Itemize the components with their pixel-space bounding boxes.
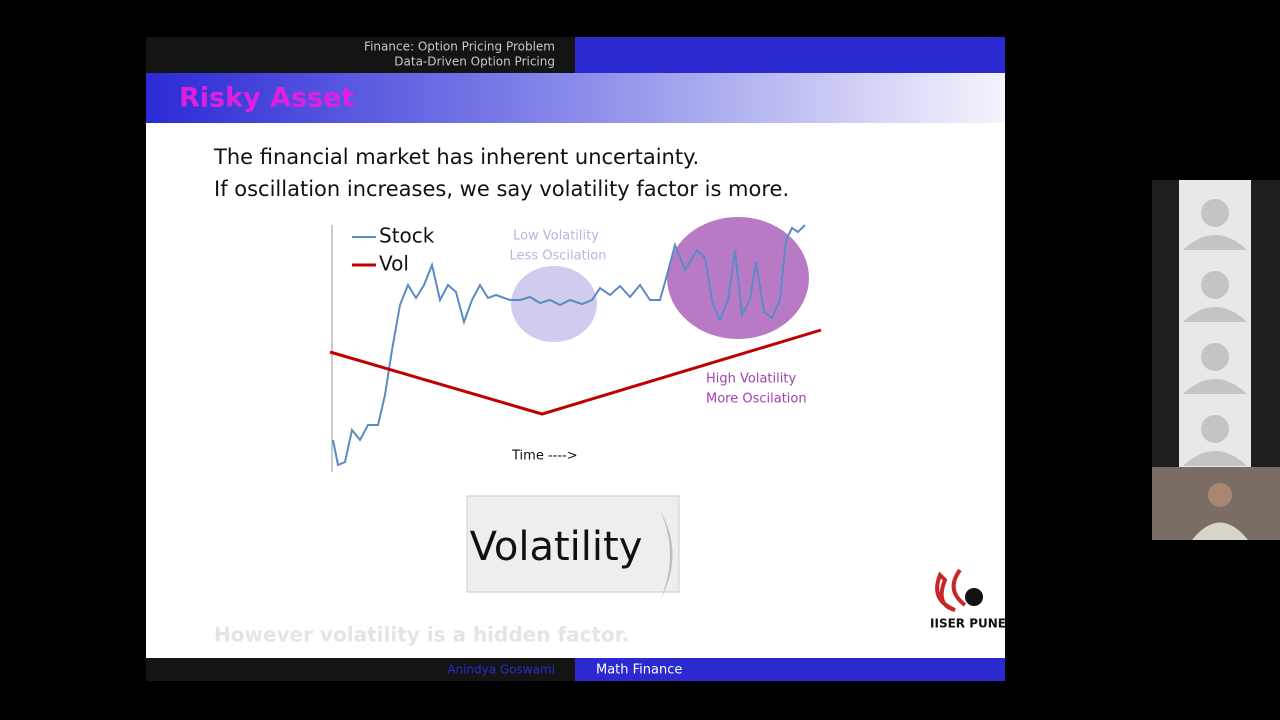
header-right <box>575 37 1005 73</box>
x-label: Time ----> <box>511 449 578 464</box>
logo-dot <box>965 588 983 606</box>
footer-right <box>575 658 1005 681</box>
vol-line <box>329 328 822 416</box>
annotation: High Volatility <box>706 372 796 387</box>
body-line: The financial market has inherent uncert… <box>213 145 699 169</box>
speaker <box>1208 483 1232 507</box>
avatar <box>1201 271 1229 299</box>
banner-text: Volatility <box>470 524 643 570</box>
speaker <box>1192 522 1248 540</box>
logo-mark <box>935 568 967 612</box>
avatar <box>1201 199 1229 227</box>
legend-entry: Vol <box>379 252 409 276</box>
footer-course: Math Finance <box>596 663 682 678</box>
legend-entry: Stock <box>379 224 435 248</box>
header-subsection: Data-Driven Option Pricing <box>394 55 555 69</box>
hidden-line: However volatility is a hidden factor. <box>214 623 629 647</box>
footer-left <box>146 658 575 681</box>
avatar <box>1201 415 1229 443</box>
logo-text: IISER PUNE <box>930 617 1006 631</box>
low-vol-highlight <box>511 266 597 342</box>
banner-curl <box>660 510 673 600</box>
banner <box>466 495 680 593</box>
title-bar <box>146 73 1005 123</box>
avatar <box>1183 379 1247 394</box>
annotation: More Oscilation <box>706 392 807 407</box>
header-section: Finance: Option Pricing Problem <box>364 40 555 54</box>
avatar <box>1183 451 1247 466</box>
avatar <box>1201 343 1229 371</box>
header-left <box>146 37 575 73</box>
participant-tiles <box>1179 180 1251 467</box>
stock-line <box>332 224 806 467</box>
slide-title: Risky Asset <box>179 83 354 114</box>
avatar <box>1183 235 1247 250</box>
body-line: If oscillation increases, we say volatil… <box>214 177 789 201</box>
footer-author: Anindya Goswami <box>447 663 555 677</box>
avatar <box>1183 307 1247 322</box>
figure: Stock Vol Low Volatility Less Oscilation… <box>329 217 822 472</box>
annotation: Less Oscilation <box>510 249 607 264</box>
annotation: Low Volatility <box>513 229 599 244</box>
